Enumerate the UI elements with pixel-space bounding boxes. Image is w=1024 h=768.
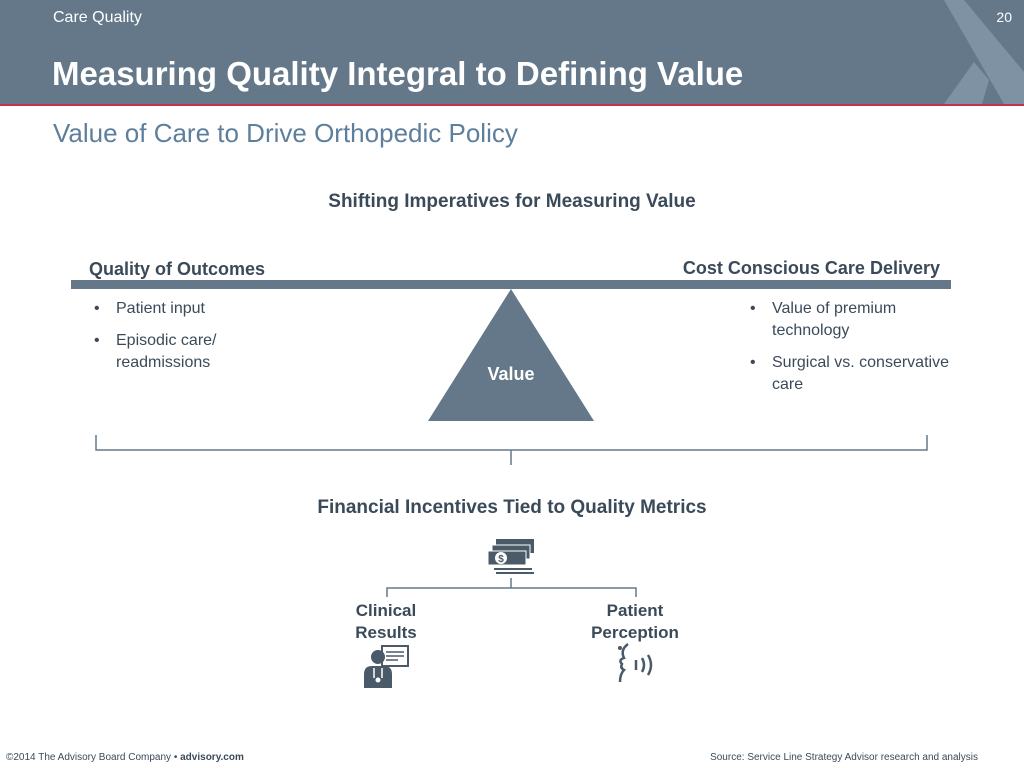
cost-conscious-heading: Cost Conscious Care Delivery — [682, 258, 940, 278]
speaking-head-icon — [618, 643, 653, 683]
quality-bullet-list: Patient input Episodic care/ readmission… — [88, 298, 288, 384]
clinical-label-line1: Clinical — [355, 601, 417, 620]
list-item: Surgical vs. conservative care — [744, 352, 954, 396]
patient-label-line1: Patient — [606, 601, 664, 620]
list-item: Episodic care/ readmissions — [88, 330, 288, 374]
clinical-results-label: Clinical Results — [316, 600, 456, 644]
site-link[interactable]: advisory.com — [180, 752, 244, 763]
advisory-logo-icon — [944, 0, 1024, 104]
copyright-text: ©2014 The Advisory Board Company • — [6, 752, 181, 763]
section-label: Care Quality — [53, 9, 142, 26]
fulcrum-triangle — [428, 289, 594, 421]
svg-text:$: $ — [498, 554, 504, 565]
diagram-heading: Shifting Imperatives for Measuring Value — [328, 191, 696, 212]
incentives-heading: Financial Incentives Tied to Quality Met… — [317, 497, 707, 518]
quality-of-outcomes-heading: Quality of Outcomes — [89, 259, 266, 279]
money-stack-icon: $ — [487, 539, 534, 574]
clinical-label-line2: Results — [355, 623, 417, 642]
diagram-bracket — [95, 435, 928, 465]
slide-subtitle: Value of Care to Drive Orthopedic Policy — [53, 118, 518, 148]
slide-header: Care Quality 20 Measuring Quality Integr… — [0, 0, 1024, 104]
balance-beam — [71, 280, 951, 289]
footer-copyright: ©2014 The Advisory Board Company • advis… — [6, 752, 244, 763]
cost-bullet-list: Value of premium technology Surgical vs.… — [744, 298, 954, 406]
slide-title: Measuring Quality Integral to Defining V… — [52, 55, 744, 92]
patient-label-line2: Perception — [591, 623, 679, 642]
page-number: 20 — [996, 9, 1012, 25]
header-accent-stripe — [0, 104, 1024, 106]
value-label: Value — [487, 364, 535, 384]
incentives-connector — [386, 578, 637, 597]
list-item: Value of premium technology — [744, 298, 954, 342]
doctor-chart-icon — [364, 645, 409, 688]
list-item: Patient input — [88, 298, 288, 320]
footer-source: Source: Service Line Strategy Advisor re… — [710, 752, 978, 763]
patient-perception-label: Patient Perception — [565, 600, 705, 644]
